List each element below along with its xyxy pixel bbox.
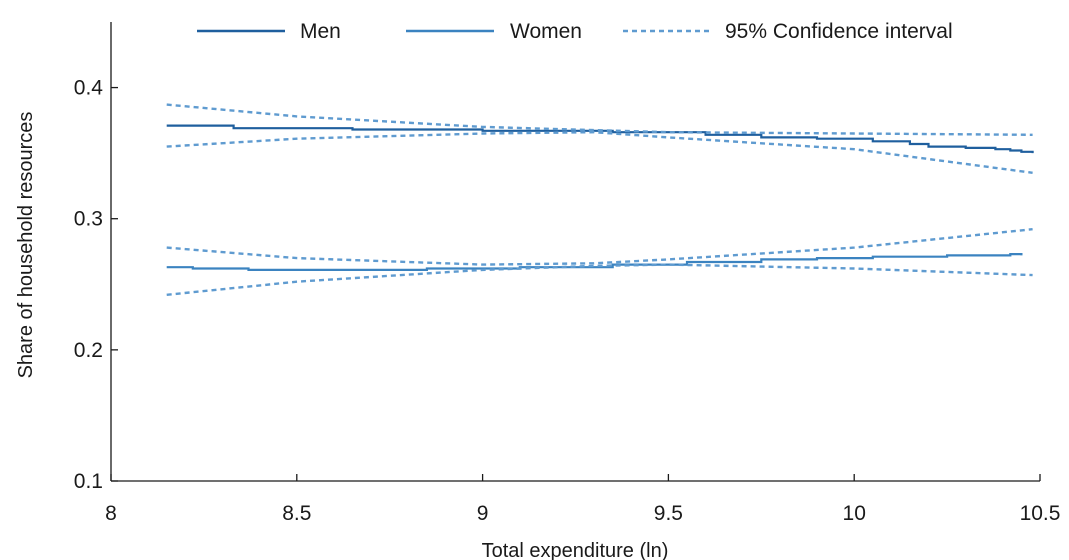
ci-line-women-lower (166, 263, 1033, 296)
legend: Men Women 95% Confidence interval (197, 20, 953, 43)
x-axis-title: Total expenditure (ln) (482, 540, 669, 560)
y-axis-ticks: 0.1 0.2 0.3 0.4 (74, 77, 118, 493)
legend-label-men: Men (300, 20, 341, 43)
y-tick-label: 0.2 (74, 339, 103, 362)
series-line-women (166, 253, 1023, 271)
x-tick-label: 9.5 (654, 502, 683, 525)
x-tick-label: 8.5 (282, 502, 311, 525)
x-tick-label: 8 (105, 502, 117, 525)
y-tick-label: 0.3 (74, 208, 103, 231)
x-tick-label: 10 (843, 502, 866, 525)
y-tick-label: 0.4 (74, 77, 104, 100)
y-axis-title: Share of household resources (15, 112, 37, 379)
series-layer (166, 103, 1034, 296)
legend-label-ci: 95% Confidence interval (725, 20, 953, 43)
ci-line-men-upper (166, 103, 1033, 136)
y-tick-label: 0.1 (74, 470, 103, 493)
ci-line-women-upper (166, 228, 1033, 266)
ci-line-men-lower (166, 130, 1033, 174)
x-tick-label: 9 (477, 502, 489, 525)
x-tick-label: 10.5 (1020, 502, 1061, 525)
x-axis-ticks: 8 8.5 9 9.5 10 10.5 (105, 474, 1060, 525)
legend-label-women: Women (510, 20, 582, 43)
series-line-men (166, 124, 1034, 154)
